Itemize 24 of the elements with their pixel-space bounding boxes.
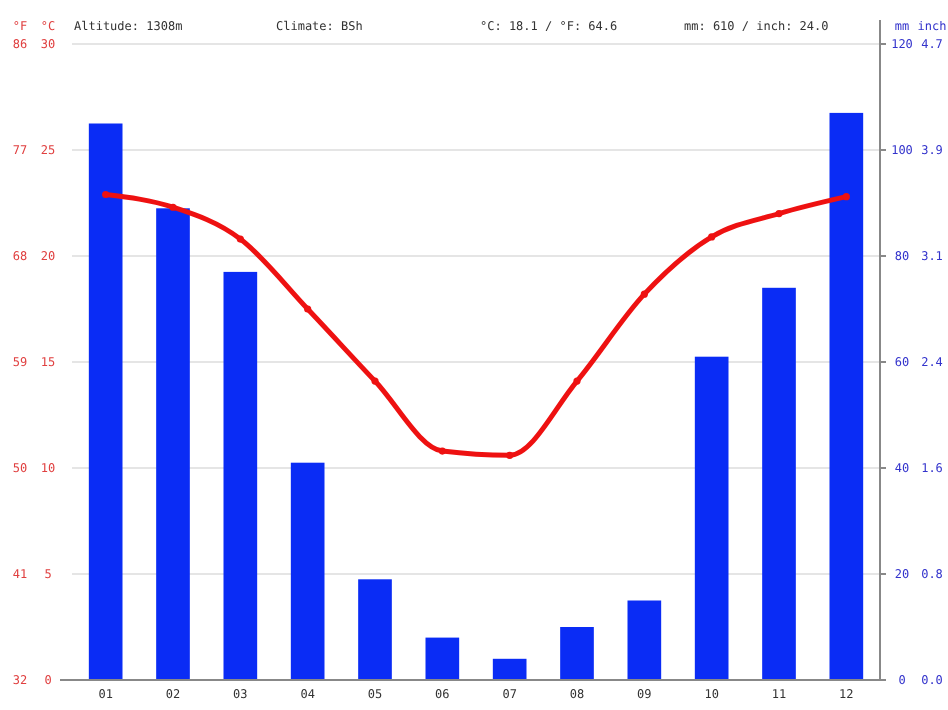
point	[506, 451, 514, 459]
point	[775, 210, 783, 218]
point	[236, 235, 244, 243]
point	[438, 447, 446, 455]
bar	[290, 462, 325, 680]
point	[371, 377, 379, 385]
bar	[762, 287, 796, 680]
bar	[425, 637, 460, 680]
bar	[223, 271, 258, 680]
bar	[694, 356, 729, 680]
point	[102, 190, 110, 199]
bar	[156, 208, 190, 680]
point	[573, 377, 581, 385]
bar	[627, 600, 662, 680]
point	[304, 305, 312, 313]
point	[169, 203, 177, 211]
point	[842, 193, 850, 201]
bar	[492, 658, 527, 680]
bar	[358, 579, 392, 680]
point	[640, 290, 648, 298]
bar	[88, 123, 123, 680]
point	[708, 233, 716, 241]
bar	[560, 627, 594, 680]
bar	[829, 112, 864, 680]
